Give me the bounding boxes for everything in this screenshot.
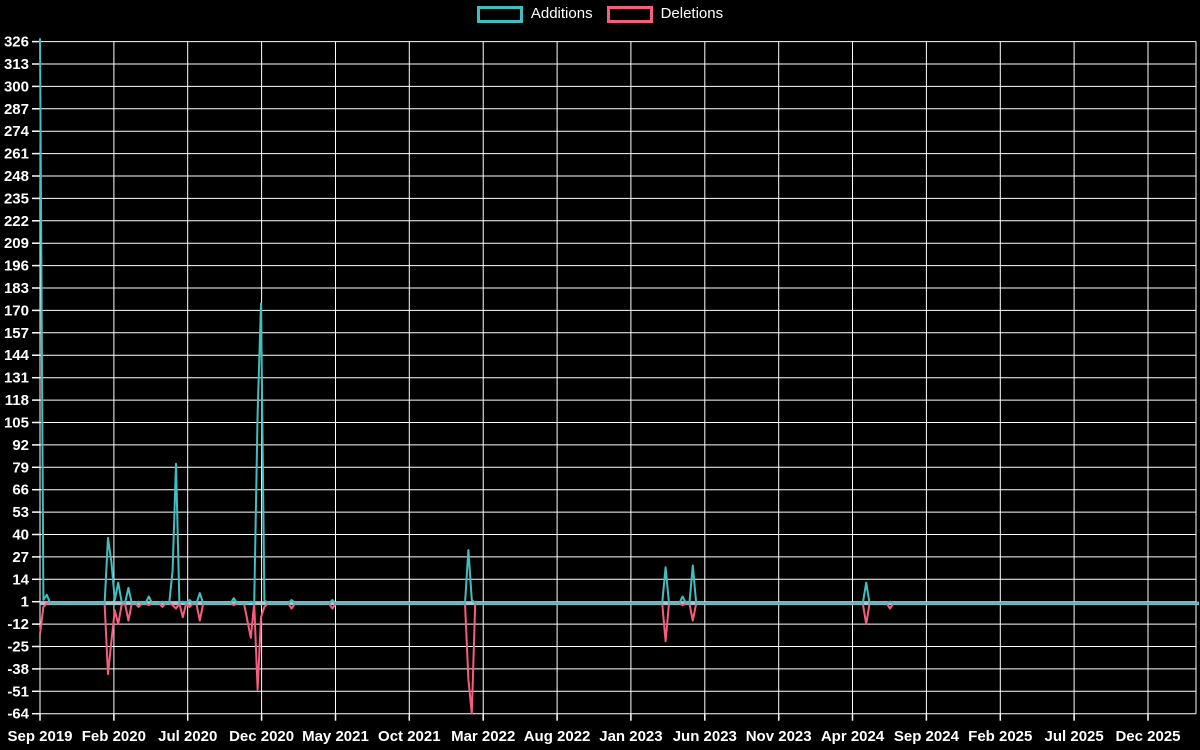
x-tick-label: Jan 2023 [599, 728, 662, 745]
y-tick-label: -12 [7, 616, 29, 633]
legend: Additions Deletions [0, 5, 1200, 23]
y-tick-label: 14 [12, 571, 29, 588]
y-tick-label: 222 [4, 213, 29, 230]
legend-item-additions[interactable]: Additions [476, 5, 593, 23]
legend-item-deletions[interactable]: Deletions [606, 5, 724, 23]
x-tick-label: Oct 2021 [378, 728, 441, 745]
y-tick-label: 40 [12, 526, 29, 543]
y-tick-label: 326 [4, 34, 29, 51]
additions-swatch-icon [476, 5, 523, 23]
x-tick-label: Nov 2023 [746, 728, 812, 745]
x-tick-label: Jun 2023 [673, 728, 737, 745]
deletions-swatch-icon [606, 5, 653, 23]
y-tick-label: 183 [4, 280, 29, 297]
y-tick-label: 287 [4, 101, 29, 118]
legend-label-deletions: Deletions [660, 5, 724, 22]
x-tick-label: May 2021 [302, 728, 369, 745]
x-tick-label: Apr 2024 [821, 728, 885, 745]
y-tick-label: -64 [7, 706, 29, 723]
y-tick-label: 144 [4, 347, 30, 364]
x-tick-label: Dec 2020 [229, 728, 294, 745]
y-tick-label: 261 [4, 146, 29, 163]
y-tick-label: 300 [4, 78, 29, 95]
y-tick-label: -38 [7, 661, 29, 678]
y-tick-label: 79 [12, 459, 29, 476]
y-tick-label: 53 [12, 504, 29, 521]
additions-line [39, 38, 1199, 605]
y-tick-label: 92 [12, 437, 29, 454]
y-tick-label: 1 [21, 594, 29, 611]
deletions-line [39, 602, 1199, 715]
y-tick-label: 105 [4, 414, 29, 431]
x-tick-label: Feb 2025 [968, 728, 1032, 745]
y-tick-label: 209 [4, 235, 29, 252]
x-tick-label: Sep 2024 [894, 728, 960, 745]
legend-label-additions: Additions [530, 5, 593, 22]
x-tick-label: Sep 2019 [7, 728, 72, 745]
x-tick-label: Jul 2020 [158, 728, 217, 745]
y-tick-label: 27 [12, 549, 29, 566]
y-tick-label: 274 [4, 123, 30, 140]
y-tick-label: 131 [4, 370, 29, 387]
x-tick-label: Feb 2020 [82, 728, 146, 745]
x-tick-label: Aug 2022 [524, 728, 591, 745]
y-tick-label: 118 [5, 392, 29, 409]
y-tick-label: 313 [4, 56, 29, 73]
y-tick-label: 157 [4, 325, 29, 342]
y-tick-label: 170 [4, 302, 29, 319]
x-tick-label: Jul 2025 [1045, 728, 1104, 745]
y-tick-label: 235 [4, 190, 29, 207]
y-tick-label: 196 [4, 258, 29, 275]
y-tick-label: 248 [4, 168, 29, 185]
x-tick-label: Mar 2022 [451, 728, 515, 745]
y-tick-label: -25 [7, 638, 29, 655]
x-tick-label: Dec 2025 [1115, 728, 1180, 745]
y-tick-label: -51 [7, 683, 29, 700]
y-tick-label: 66 [12, 482, 29, 499]
